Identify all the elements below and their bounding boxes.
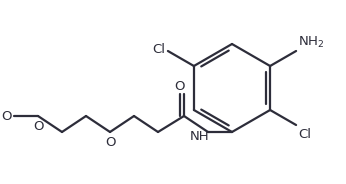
Text: O: O xyxy=(2,109,12,123)
Text: Cl: Cl xyxy=(152,43,165,56)
Text: O: O xyxy=(174,80,185,93)
Text: O: O xyxy=(105,136,115,149)
Text: Cl: Cl xyxy=(298,128,311,141)
Text: NH$_2$: NH$_2$ xyxy=(298,35,324,50)
Text: O: O xyxy=(33,120,43,133)
Text: NH: NH xyxy=(190,130,209,144)
